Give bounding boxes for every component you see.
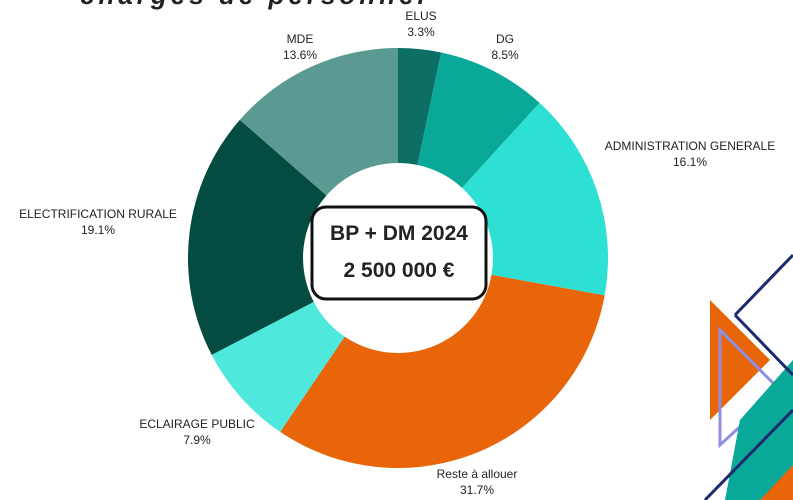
value-label: 19.1% xyxy=(81,223,115,237)
slice-label: MDE xyxy=(287,32,314,46)
slice-label: ELECTRIFICATION RURALE xyxy=(19,207,177,221)
center-box xyxy=(312,207,486,299)
center-amount: 2 500 000 € xyxy=(344,259,455,282)
slice xyxy=(280,275,604,468)
slice-label: ADMINISTRATION GENERALE xyxy=(605,139,775,153)
slice-label: Reste à allouer xyxy=(437,467,518,481)
chart: charges de personnel BP + DM 2024 2 500 … xyxy=(0,0,793,500)
slice-label: ELUS xyxy=(405,9,436,23)
value-label: 8.5% xyxy=(491,48,519,62)
value-label: 13.6% xyxy=(283,48,317,62)
slice-label: ECLAIRAGE PUBLIC xyxy=(139,417,255,431)
value-label: 31.7% xyxy=(460,483,494,497)
chart-title: charges de personnel xyxy=(80,0,429,10)
decoration xyxy=(705,255,793,500)
value-label: 7.9% xyxy=(183,433,211,447)
slice-label: DG xyxy=(496,32,514,46)
value-label: 16.1% xyxy=(673,155,707,169)
center-title: BP + DM 2024 xyxy=(330,222,468,245)
value-label: 3.3% xyxy=(407,25,435,39)
